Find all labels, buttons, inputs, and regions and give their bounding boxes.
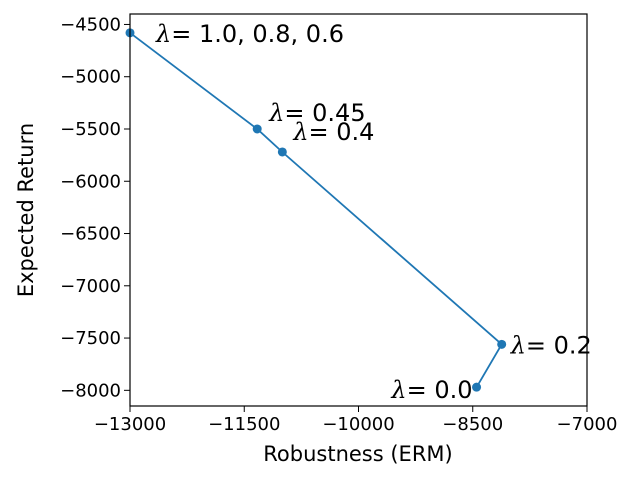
y-axis-label: Expected Return: [14, 123, 38, 297]
data-point: [497, 339, 507, 349]
y-tick-label: −6000: [60, 171, 121, 192]
point-annotation: λ= 0.45: [268, 99, 365, 127]
data-point: [252, 124, 262, 134]
y-tick-label: −7000: [60, 276, 121, 297]
annotation-value: = 0.0: [407, 376, 473, 404]
y-tick-label: −8000: [60, 380, 121, 401]
point-annotation: λ= 1.0, 0.8, 0.6: [155, 20, 344, 48]
lambda-symbol: λ: [292, 118, 308, 146]
y-tick-label: −7500: [60, 328, 121, 349]
annotation-value: = 0.2: [526, 331, 592, 359]
lambda-symbol: λ: [268, 99, 284, 127]
x-tick-label: −7000: [557, 414, 618, 435]
annotation-value: = 0.4: [309, 118, 375, 146]
series-line: [129, 32, 503, 388]
y-tick-label: −5500: [60, 119, 121, 140]
y-tick-label: −5000: [60, 67, 121, 88]
point-annotation: λ= 0.0: [390, 376, 472, 404]
x-tick-label: −10000: [322, 414, 394, 435]
annotation-value: = 1.0, 0.8, 0.6: [171, 20, 344, 48]
annotation-value: = 0.45: [284, 99, 365, 127]
x-tick-label: −13000: [94, 414, 166, 435]
plot-area: [125, 28, 507, 392]
x-tick-label: −8500: [442, 414, 503, 435]
point-annotation: λ= 0.4: [292, 118, 374, 146]
x-axis-ticks: −13000 −11500 −10000 −8500 −7000: [94, 406, 618, 435]
y-axis-ticks: −4500 −5000 −5500 −6000 −6500 −7000 −7500 −8000: [60, 14, 130, 401]
y-tick-label: −6500: [60, 224, 121, 245]
y-tick-label: −4500: [60, 14, 121, 35]
x-axis-label: Robustness (ERM): [263, 442, 452, 466]
annotations: λ= 1.0, 0.8, 0.6λ= 0.45λ= 0.4λ= 0.2λ= 0.…: [155, 20, 592, 404]
data-point: [277, 147, 287, 157]
data-point: [472, 382, 482, 392]
x-tick-label: −11500: [208, 414, 280, 435]
lambda-symbol: λ: [155, 20, 171, 48]
point-annotation: λ= 0.2: [510, 331, 592, 359]
lambda-symbol: λ: [510, 331, 526, 359]
lambda-symbol: λ: [390, 376, 406, 404]
